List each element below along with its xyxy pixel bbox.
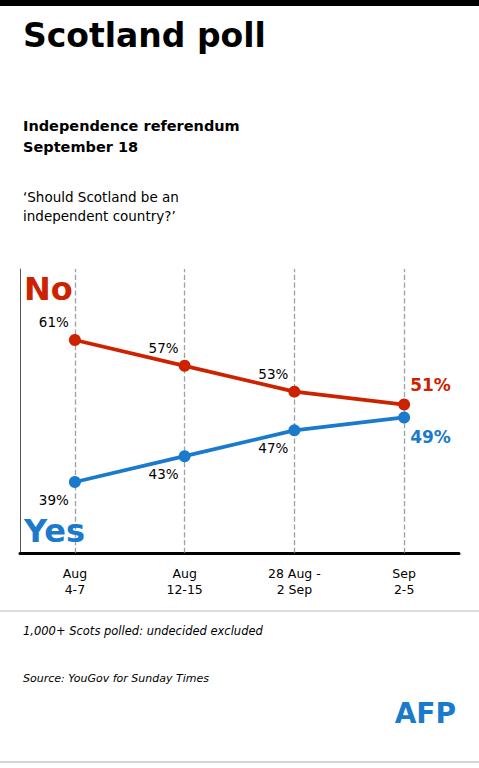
svg-text:53%: 53% (258, 366, 288, 382)
svg-text:Aug: Aug (63, 566, 87, 581)
svg-text:61%: 61% (39, 314, 69, 330)
svg-text:September 18: September 18 (23, 139, 138, 155)
svg-text:47%: 47% (258, 440, 288, 456)
svg-text:Independence referendum: Independence referendum (23, 118, 240, 134)
svg-text:Sep: Sep (392, 566, 416, 581)
svg-text:4-7: 4-7 (65, 582, 85, 597)
svg-text:43%: 43% (149, 466, 179, 482)
svg-text:Aug: Aug (172, 566, 196, 581)
svg-text:39%: 39% (39, 492, 69, 508)
svg-text:28 Aug -: 28 Aug - (268, 566, 321, 581)
svg-text:51%: 51% (410, 375, 451, 395)
svg-text:57%: 57% (149, 340, 179, 356)
svg-text:12-15: 12-15 (166, 582, 202, 597)
svg-text:Yes: Yes (23, 512, 85, 550)
svg-text:2 Sep: 2 Sep (277, 582, 313, 597)
svg-text:1,000+ Scots polled: undecided: 1,000+ Scots polled: undecided excluded (23, 624, 264, 638)
svg-text:Source: YouGov for Sunday Time: Source: YouGov for Sunday Times (23, 672, 209, 685)
svg-text:2-5: 2-5 (394, 582, 414, 597)
svg-text:AFP: AFP (395, 697, 456, 730)
svg-text:independent country?’: independent country?’ (23, 208, 176, 224)
svg-text:Scotland poll: Scotland poll (23, 16, 266, 55)
svg-text:‘Should Scotland be an: ‘Should Scotland be an (23, 189, 179, 205)
svg-text:49%: 49% (410, 427, 451, 447)
svg-text:No: No (24, 270, 73, 308)
